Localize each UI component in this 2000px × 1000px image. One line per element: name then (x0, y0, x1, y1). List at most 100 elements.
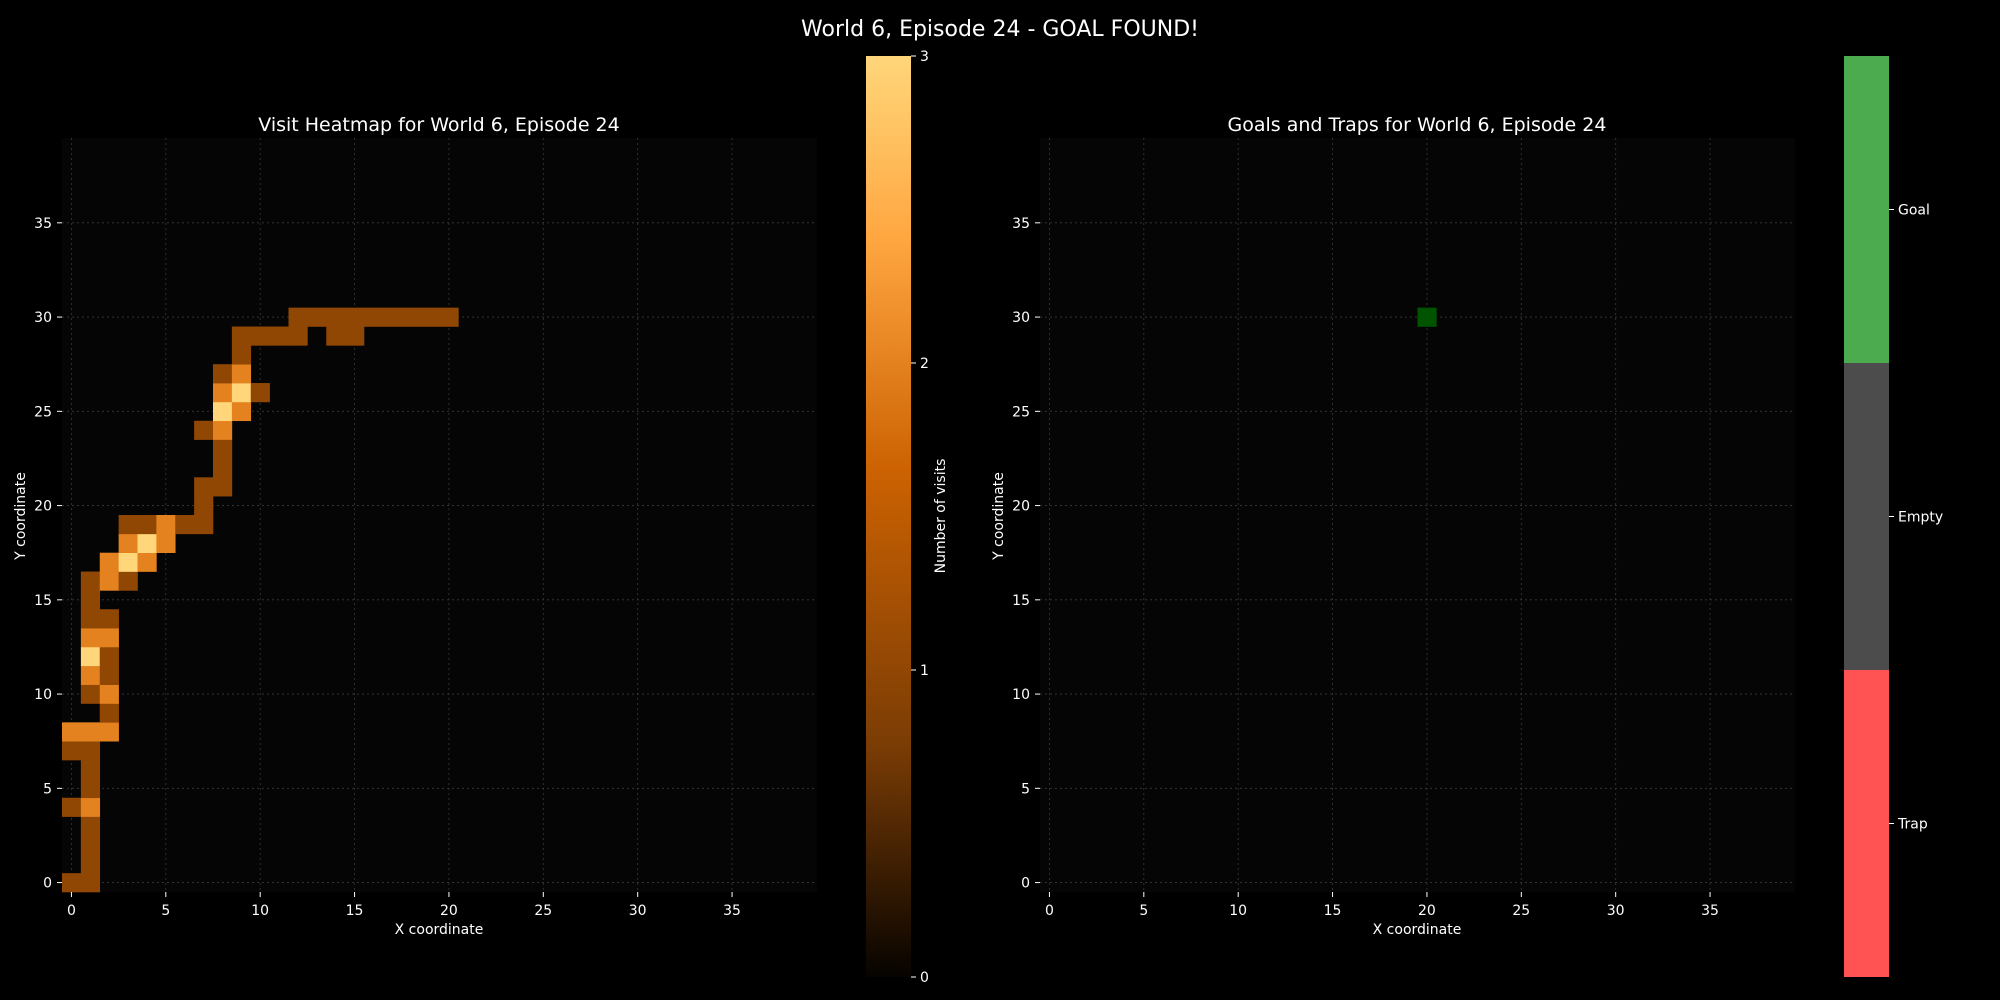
heatmap-cell (99, 552, 119, 572)
heatmap-cell (213, 477, 233, 497)
heatmap-cell (345, 307, 365, 327)
x-tick-label: 35 (1701, 903, 1719, 919)
heatmap-cell (213, 420, 233, 440)
visit-colorbar: 0 1 2 3 Number of visits (866, 49, 949, 986)
heatmap-cell (194, 477, 214, 497)
y-tick-label: 30 (1012, 310, 1030, 326)
heatmap-cell (80, 835, 101, 855)
heatmap-cell (231, 364, 252, 384)
visit-colorbar-ticks: 0 1 2 3 (911, 49, 929, 986)
heatmap-cell (213, 383, 233, 403)
heatmap-cell (62, 873, 82, 893)
x-tick-label: 0 (67, 903, 76, 919)
heatmap-cell (231, 401, 252, 422)
figure-title: World 6, Episode 24 - GOAL FOUND! (801, 17, 1199, 42)
category-segment-empty (1844, 363, 1889, 670)
heatmap-cell (137, 515, 157, 535)
goals-traps-x-label: X coordinate (1373, 922, 1462, 938)
heatmap-cell (364, 307, 384, 327)
y-tick-label: 5 (43, 781, 52, 797)
y-tick-label: 5 (1021, 781, 1030, 797)
heatmap-cell (213, 439, 233, 459)
heatmap-cell (80, 665, 101, 685)
colorbar-tick-label: 3 (920, 49, 929, 65)
visit-heatmap-cells (62, 307, 459, 893)
visit-colorbar-label: Number of visits (933, 459, 949, 574)
category-colorbar: Trap Empty Goal (1844, 56, 1943, 977)
heatmap-cell (80, 760, 101, 780)
visit-heatmap-title: Visit Heatmap for World 6, Episode 24 (258, 114, 620, 136)
heatmap-cell (213, 401, 233, 422)
heatmap-cell (99, 684, 119, 704)
visit-heatmap-x-ticks: 0 5 10 15 20 25 30 35 (67, 892, 741, 919)
goals-traps-cells (1417, 307, 1437, 327)
y-tick-label: 35 (1012, 216, 1030, 232)
heatmap-cell (401, 307, 421, 327)
heatmap-cell (439, 307, 459, 327)
heatmap-cell (326, 307, 346, 327)
visit-colorbar-gradient (866, 56, 911, 977)
heatmap-cell (137, 533, 157, 553)
heatmap-cell (307, 307, 327, 327)
heatmap-cell (345, 326, 365, 346)
heatmap-cell (118, 533, 138, 553)
goals-traps-panel: Goals and Traps for World 6, Episode 24 … (991, 114, 1795, 938)
x-tick-label: 30 (629, 903, 647, 919)
heatmap-cell (269, 326, 289, 346)
heatmap-cell (80, 741, 101, 761)
category-label-empty: Empty (1898, 510, 1943, 526)
heatmap-cell (288, 307, 308, 327)
y-tick-label: 15 (34, 593, 52, 609)
heatmap-cell (80, 797, 101, 817)
heatmap-cell (231, 345, 252, 365)
heatmap-cell (288, 326, 308, 346)
heatmap-cell (62, 797, 82, 817)
goals-traps-x-ticks: 0 5 10 15 20 25 30 35 (1045, 892, 1719, 919)
heatmap-cell (194, 420, 214, 440)
heatmap-cell (194, 515, 214, 535)
x-tick-label: 5 (161, 903, 170, 919)
heatmap-cell (99, 609, 119, 629)
heatmap-cell (80, 646, 101, 667)
heatmap-cell (231, 326, 252, 346)
colorbar-tick-label: 2 (920, 356, 929, 372)
x-tick-label: 10 (1229, 903, 1247, 919)
y-tick-label: 0 (43, 876, 52, 892)
heatmap-cell (326, 326, 346, 346)
category-segment-trap (1844, 670, 1889, 977)
y-tick-label: 30 (34, 310, 52, 326)
heatmap-cell (213, 364, 233, 384)
colorbar-tick-label: 1 (920, 663, 929, 679)
goals-traps-plot-area (1040, 138, 1795, 892)
x-tick-label: 10 (251, 903, 269, 919)
visit-heatmap-grid (62, 138, 817, 892)
heatmap-cell (62, 741, 82, 761)
heatmap-cell (80, 571, 101, 591)
heatmap-cell (420, 307, 440, 327)
heatmap-cell (80, 722, 101, 742)
x-tick-label: 35 (723, 903, 741, 919)
x-tick-label: 30 (1607, 903, 1625, 919)
x-tick-label: 0 (1045, 903, 1054, 919)
y-tick-label: 10 (34, 687, 52, 703)
x-tick-label: 5 (1139, 903, 1148, 919)
goals-traps-y-ticks: 0 5 10 15 20 25 30 35 (1012, 216, 1040, 892)
heatmap-cell (99, 628, 119, 648)
category-label-goal: Goal (1898, 203, 1930, 219)
category-label-trap: Trap (1897, 817, 1928, 833)
x-tick-label: 25 (1512, 903, 1530, 919)
heatmap-cell (194, 496, 214, 516)
heatmap-cell (118, 515, 138, 535)
y-tick-label: 20 (34, 499, 52, 515)
heatmap-cell (175, 515, 195, 535)
heatmap-cell (382, 307, 403, 327)
goals-traps-y-label: Y coordinate (991, 472, 1007, 561)
heatmap-cell (99, 646, 119, 667)
heatmap-cell (231, 383, 252, 403)
y-tick-label: 15 (1012, 593, 1030, 609)
heatmap-cell (80, 873, 101, 893)
heatmap-cell (80, 854, 101, 874)
heatmap-cell (80, 684, 101, 704)
y-tick-label: 25 (1012, 404, 1030, 420)
